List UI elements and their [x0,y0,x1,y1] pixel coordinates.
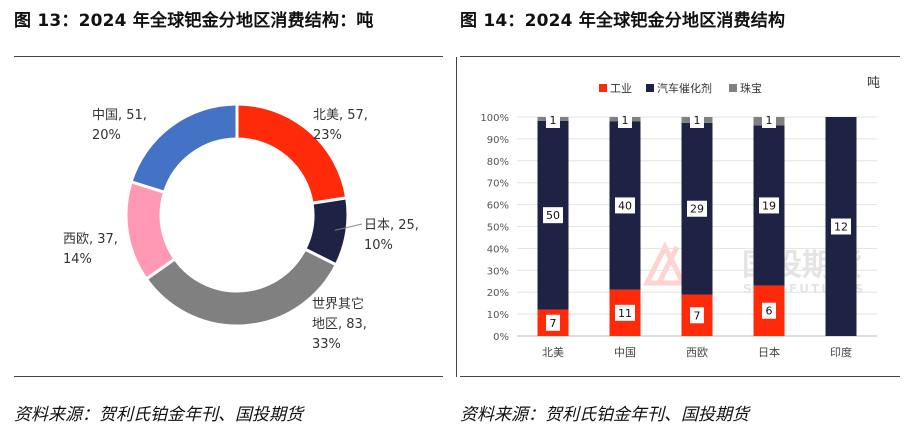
bar-label-2-1: 29 [690,203,704,216]
bar-label-box-1-1 [615,197,635,214]
bar-label-0-2: 1 [550,114,557,127]
source-note-left: 资料来源：贺利氏铂金年刊、国投期货 [14,405,303,425]
panel-divider [456,57,457,377]
legend-swatch-2 [729,84,737,92]
bar-label-1-2: 1 [622,114,629,127]
legend-swatch-0 [599,84,607,92]
legend-swatch-1 [646,84,654,92]
donut-label-4-line-2: 20% [92,128,121,143]
donut-label-1-line-1: 日本, 25, [364,218,419,233]
y-tick-7: 70% [487,179,509,190]
donut-label-2-line-1: 世界其它 [312,296,364,312]
bar-label-box-3-0 [762,302,776,319]
legend-label-1: 汽车催化剂 [657,81,712,95]
unit-label: 吨 [867,76,880,91]
stacked-bar-chart: 国投期货 SDIC FUTURES 吨 0%10%20%30%40%50%60%… [480,76,880,359]
bar-label-box-1-0 [615,304,635,321]
bottom-rule-left [14,376,443,377]
bar-label-box-0-0 [546,314,560,331]
bar-label-2-0: 7 [694,309,701,322]
bar-label-box-4-1 [831,218,851,235]
y-tick-5: 50% [487,223,509,234]
bar-label-1-0: 11 [618,307,632,320]
donut-label-4-line-1: 中国, 51, [92,108,147,123]
bottom-rule-right [460,376,900,377]
donut-leader-line [334,223,363,231]
donut-label-2-line-2: 地区, 83, [312,317,367,332]
bar-label-box-1-2 [618,112,632,128]
donut-label-0-line-2: 23% [313,128,342,143]
legend-label-2: 珠宝 [740,81,762,95]
top-rule-left [14,56,443,57]
bar-label-0-0: 7 [550,317,557,330]
y-tick-6: 60% [487,201,509,212]
y-tick-3: 30% [487,266,509,277]
y-tick-2: 20% [487,288,509,299]
bar-label-box-3-1 [759,197,779,214]
figure-14-title: 图 14：2024 年全球钯金分地区消费结构 [460,11,786,31]
bar-label-1-1: 40 [618,199,632,212]
bar-label-3-2: 1 [766,114,773,127]
y-tick-1: 10% [487,310,509,321]
bar-label-box-2-1 [687,200,707,217]
x-tick-3: 日本 [758,345,780,359]
legend-label-0: 工业 [610,82,632,95]
bar-label-box-2-2 [690,112,704,128]
top-rule-right [460,56,900,57]
x-tick-1: 中国 [614,346,636,359]
bar-label-box-0-1 [543,207,563,224]
bar-label-4-1: 12 [834,221,848,234]
y-tick-9: 90% [487,135,509,146]
x-tick-2: 西欧 [686,346,708,359]
x-tick-4: 印度 [830,345,852,359]
donut-label-0-line-1: 北美, 57, [313,108,368,123]
y-tick-0: 0% [493,332,509,343]
bar-label-0-1: 50 [546,209,560,222]
watermark-logo-icon [642,241,688,286]
figure-13-title: 图 13：2024 年全球钯金分地区消费结构：吨 [14,11,374,31]
x-tick-0: 北美 [542,346,564,359]
y-tick-8: 80% [487,157,509,168]
bar-label-3-0: 6 [766,305,773,318]
donut-label-2-line-3: 33% [312,337,341,352]
source-note-right: 资料来源：贺利氏铂金年刊、国投期货 [460,405,749,425]
y-tick-4: 40% [487,244,509,255]
bar-label-box-0-2 [546,112,560,128]
bar-label-2-2: 1 [694,114,701,127]
bar-label-3-1: 19 [762,199,776,212]
bar-label-box-3-2 [762,112,776,128]
donut-label-1-line-2: 10% [364,238,393,253]
bar-legend: 工业 汽车催化剂 珠宝 [599,81,762,95]
bar-label-box-2-0 [690,307,704,324]
donut-label-3-line-2: 14% [63,252,92,267]
donut-slice-2 [144,247,339,328]
y-tick-10: 100% [480,113,509,124]
donut-slice-4 [129,102,239,195]
donut-slice-3 [124,179,177,282]
donut-label-3-line-1: 西欧, 37, [63,232,118,247]
